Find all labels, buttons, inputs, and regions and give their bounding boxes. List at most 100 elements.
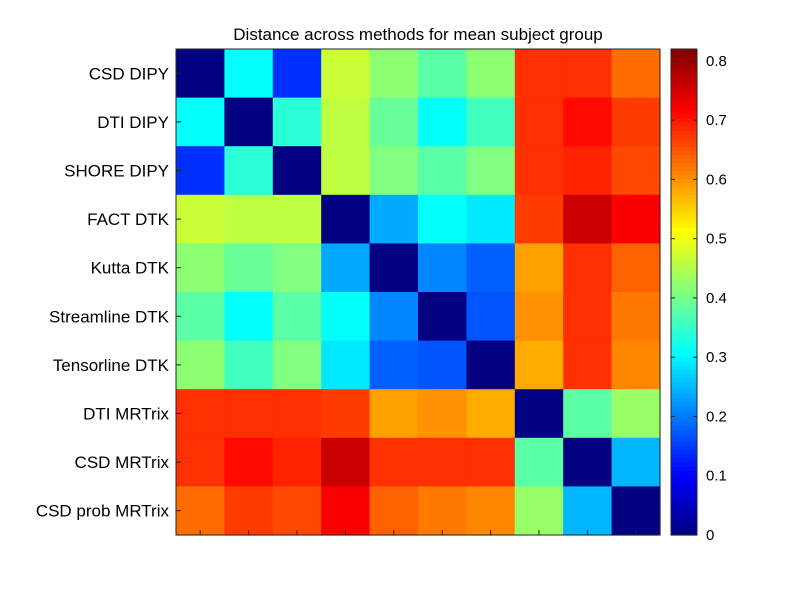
colorbar-segment	[671, 304, 697, 309]
row-label: CSD DIPY	[89, 64, 169, 83]
heatmap-cell-r9-c6	[466, 486, 516, 536]
colorbar-tick-label: 0.2	[706, 408, 727, 425]
heatmap-cell-r9-c1	[224, 486, 274, 536]
heatmap-cell-r1-c2	[272, 97, 322, 147]
colorbar-segment	[671, 170, 697, 176]
row-labels: CSD DIPY DTI DIPY SHORE DIPY FACT DTK Kutta …	[36, 64, 637, 535]
row-label: CSD MRTrix	[75, 453, 170, 472]
colorbar-segment	[671, 227, 697, 232]
heatmap-cell-r0-c8	[563, 49, 613, 99]
heatmap-cell-r1-c7	[514, 97, 564, 147]
colorbar-segment	[671, 239, 697, 244]
colorbar-segment	[671, 498, 697, 504]
colorbar-segment	[671, 397, 697, 402]
colorbar-segment	[671, 393, 697, 398]
heatmap-cell-r2-c0	[176, 146, 225, 196]
heatmap-cell-r8-c4	[369, 437, 419, 487]
colorbar: 0 0.1 0.2 0.3 0.4 0.5 0.6 0.7 0.8	[670, 48, 727, 544]
colorbar-segment	[671, 494, 697, 500]
colorbar-tick-label: 0.6	[706, 171, 727, 188]
colorbar-segment	[671, 458, 697, 463]
colorbar-segment	[671, 105, 697, 111]
heatmap-cell-r1-c8	[563, 97, 613, 147]
heatmap-cell-r9-c4	[369, 486, 419, 536]
colorbar-segment	[671, 97, 697, 103]
heatmap-cell-r9-c3	[321, 486, 371, 536]
heatmap-cell-r3-c2	[272, 194, 322, 244]
heatmap-cell-r7-c5	[418, 389, 467, 439]
colorbar-segment	[671, 93, 697, 99]
heatmap-cell-r3-c6	[466, 194, 516, 244]
colorbar-segment	[671, 101, 697, 107]
heatmap-cell-r5-c6	[466, 292, 516, 342]
heatmap-cell-r4-c0	[176, 243, 225, 293]
heatmap-cell-r8-c1	[224, 437, 274, 487]
heatmap-cell-r6-c8	[563, 340, 613, 390]
heatmap-cell-r3-c8	[563, 194, 613, 244]
colorbar-segment	[671, 490, 697, 496]
colorbar-segment	[671, 502, 697, 508]
heatmap-cell-r3-c3	[321, 194, 371, 244]
heatmap-cell-r8-c5	[418, 437, 467, 487]
colorbar-segment	[671, 356, 697, 362]
heatmap-cell-r3-c1	[224, 194, 274, 244]
heatmap-cell-r6-c9	[611, 340, 661, 390]
colorbar-segment	[671, 73, 697, 78]
colorbar-segment	[671, 445, 697, 451]
heatmap-cell-r5-c5	[418, 292, 467, 342]
colorbar-segment	[671, 352, 697, 358]
colorbar-segment	[671, 235, 697, 240]
heatmap-cell-r6-c3	[321, 340, 371, 390]
colorbar-segment	[671, 279, 697, 285]
colorbar-segment	[671, 231, 697, 236]
plot-frame	[175, 48, 661, 536]
colorbar-segment	[671, 385, 697, 390]
colorbar-segment	[671, 81, 697, 87]
heatmap-cell-r8-c9	[611, 437, 661, 487]
colorbar-segment	[671, 117, 697, 123]
colorbar-segment	[671, 130, 697, 135]
colorbar-tick-label: 0.5	[706, 231, 727, 248]
heatmap-cell-r5-c0	[176, 292, 225, 342]
colorbar-segment	[671, 57, 697, 62]
colorbar-frame	[670, 48, 698, 536]
colorbar-segment	[671, 186, 697, 192]
heatmap-cell-r7-c6	[466, 389, 516, 439]
colorbar-segment	[671, 474, 697, 479]
heatmap-cell-r5-c4	[369, 292, 419, 342]
colorbar-segment	[671, 368, 697, 374]
colorbar-tick-label: 0.7	[706, 112, 727, 129]
heatmap-cell-r2-c5	[418, 146, 467, 196]
heatmap-cell-r6-c4	[369, 340, 419, 390]
heatmap-cells	[176, 49, 661, 536]
heatmap-cell-r2-c2	[272, 146, 322, 196]
colorbar-segment	[671, 296, 697, 301]
colorbar-segment	[671, 243, 697, 249]
row-label: Streamline DTK	[49, 307, 170, 326]
heatmap-cell-r1-c4	[369, 97, 419, 147]
heatmap-cell-r2-c9	[611, 146, 661, 196]
colorbar-segment	[671, 134, 697, 139]
heatmap-cell-r7-c0	[176, 389, 225, 439]
colorbar-segment	[671, 462, 697, 467]
colorbar-segment	[671, 437, 697, 443]
colorbar-segment	[671, 340, 697, 346]
heatmap-cell-r7-c1	[224, 389, 274, 439]
colorbar-segment	[671, 215, 697, 220]
heatmap-cell-r6-c1	[224, 340, 274, 390]
colorbar-segment	[671, 247, 697, 253]
colorbar-tick-label: 0.1	[706, 468, 727, 485]
heatmap-cell-r3-c5	[418, 194, 467, 244]
colorbar-segment	[671, 150, 697, 155]
colorbar-tick-label: 0.8	[706, 53, 727, 70]
heatmap-cell-r6-c6	[466, 340, 516, 390]
heatmap-cell-r9-c8	[563, 486, 613, 536]
colorbar-segment	[671, 275, 697, 281]
colorbar-segment	[671, 283, 697, 289]
colorbar-segment	[671, 344, 697, 350]
heatmap-cell-r7-c8	[563, 389, 613, 439]
colorbar-segment	[671, 121, 697, 127]
heatmap-cell-r1-c3	[321, 97, 371, 147]
colorbar-segment	[671, 449, 697, 455]
heatmap-cell-r8-c8	[563, 437, 613, 487]
